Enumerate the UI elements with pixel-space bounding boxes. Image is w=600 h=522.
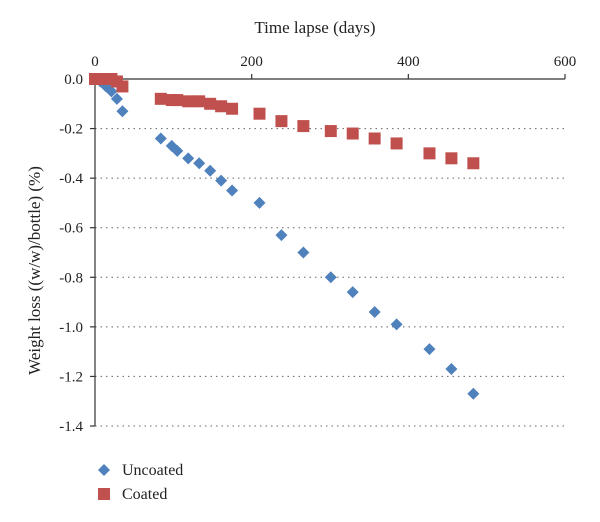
y-axis-ticks: 0.0 -0.2 -0.4 -0.6 -0.8 -1.0 -1.2 -1.4: [59, 72, 95, 435]
data-point: [297, 246, 310, 259]
data-point: [204, 97, 217, 110]
y-axis-title: Weight loss ((w/w)/bottle) (%): [25, 166, 44, 375]
y-tick-label: -1.2: [59, 369, 83, 385]
data-point: [154, 92, 167, 105]
axes: [94, 78, 565, 426]
data-point: [110, 92, 123, 105]
data-point: [182, 95, 195, 108]
data-point: [116, 80, 129, 93]
y-tick-label: -1.0: [59, 320, 83, 336]
data-point: [275, 115, 288, 128]
data-point: [324, 271, 337, 284]
data-point: [467, 157, 480, 170]
data-point: [105, 85, 118, 98]
data-point: [275, 229, 288, 242]
data-point: [368, 305, 381, 318]
data-point: [346, 286, 359, 299]
data-point: [324, 125, 337, 138]
data-point: [253, 196, 266, 209]
x-tick-label: 400: [397, 54, 420, 70]
data-point: [390, 318, 403, 331]
data-point: [297, 120, 310, 133]
data-point: [215, 174, 228, 187]
data-point: [390, 137, 403, 150]
gridlines: [95, 128, 565, 427]
legend-item-coated: Coated: [98, 486, 167, 503]
data-point: [253, 107, 266, 120]
y-tick-label: -0.8: [59, 270, 83, 286]
data-point: [445, 362, 458, 375]
data-point: [193, 95, 206, 108]
y-tick-label: -0.4: [59, 171, 83, 187]
data-point: [116, 105, 129, 118]
x-axis-title: Time lapse (days): [254, 18, 375, 37]
data-point: [182, 152, 195, 165]
data-points: [89, 73, 480, 400]
legend-label-uncoated: Uncoated: [122, 462, 183, 479]
x-tick-label: 0: [91, 54, 99, 70]
legend-marker-coated: [98, 488, 110, 500]
data-point: [467, 387, 480, 400]
legend-marker-uncoated: [98, 464, 110, 476]
data-point: [346, 127, 359, 140]
data-point: [226, 102, 239, 115]
data-point: [171, 94, 184, 107]
data-point: [226, 184, 239, 197]
x-tick-label: 200: [240, 54, 263, 70]
data-point: [171, 144, 184, 157]
data-point: [193, 157, 206, 170]
y-tick-label: 0.0: [64, 72, 83, 88]
data-point: [423, 343, 436, 356]
data-point: [423, 147, 436, 160]
x-tick-label: 600: [554, 54, 577, 70]
y-tick-label: -1.4: [59, 419, 83, 435]
data-point: [154, 132, 167, 145]
series-coated: [89, 73, 480, 170]
legend-item-uncoated: Uncoated: [98, 462, 183, 479]
legend-label-coated: Coated: [122, 486, 167, 503]
data-point: [215, 100, 228, 113]
data-point: [368, 132, 381, 145]
legend: Uncoated Coated: [98, 462, 183, 503]
y-tick-label: -0.2: [59, 122, 83, 138]
data-point: [445, 152, 458, 165]
data-point: [94, 73, 107, 85]
data-point: [204, 164, 217, 177]
y-tick-label: -0.6: [59, 221, 83, 237]
x-axis-ticks: 0 200 400 600: [91, 54, 576, 79]
